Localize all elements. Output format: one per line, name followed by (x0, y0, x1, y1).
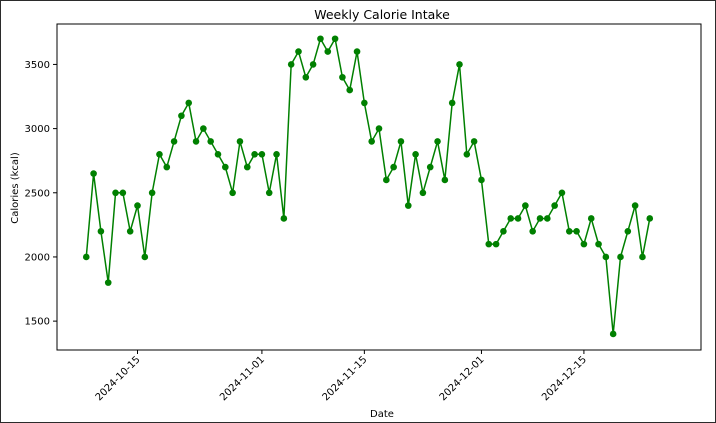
data-point (222, 163, 229, 171)
x-tick-label: 2024-10-15 (94, 354, 143, 403)
data-point (492, 240, 500, 248)
y-axis-label: Calories (kcal) (10, 152, 21, 224)
data-point (119, 189, 127, 197)
data-point (551, 202, 558, 209)
data-point (170, 138, 178, 145)
y-tick-label: 3000 (25, 124, 50, 135)
data-point (273, 150, 280, 158)
series-line (85, 38, 651, 335)
data-point (426, 163, 434, 171)
data-point (178, 112, 185, 120)
data-point (587, 215, 595, 222)
data-point (287, 61, 295, 68)
data-point (214, 150, 222, 158)
data-point (646, 215, 654, 222)
data-point (419, 189, 427, 197)
data-point (97, 227, 105, 235)
data-point (207, 138, 214, 145)
data-point (609, 330, 617, 338)
data-point (544, 215, 551, 222)
y-tick-label: 2500 (25, 188, 50, 199)
data-point (558, 189, 566, 197)
data-point (163, 163, 171, 171)
data-point (82, 253, 90, 261)
data-point (353, 48, 361, 55)
x-tick-label: 2024-12-15 (540, 354, 589, 403)
data-point (361, 99, 368, 107)
data-point (639, 253, 646, 261)
data-point (412, 150, 419, 158)
data-point (90, 170, 97, 177)
chart-title: Weekly Calorie Intake (314, 7, 450, 22)
data-point (280, 215, 288, 222)
data-point (185, 99, 193, 107)
data-point (141, 253, 149, 261)
data-point (112, 189, 119, 197)
data-point (324, 48, 332, 55)
data-point (346, 86, 354, 94)
x-axis-label: Date (370, 409, 394, 420)
y-tick-label: 2000 (25, 252, 50, 263)
data-point (383, 176, 390, 184)
x-tick-label: 2024-12-01 (438, 354, 487, 403)
data-point (134, 202, 141, 209)
y-tick-label: 1500 (25, 317, 50, 328)
data-point (404, 202, 412, 209)
data-point (317, 35, 324, 43)
data-point (595, 240, 602, 248)
data-point (397, 138, 405, 145)
x-tick-label: 2024-11-15 (321, 354, 370, 403)
data-point (617, 253, 624, 261)
data-point (104, 279, 112, 286)
data-point (580, 240, 588, 248)
data-point (624, 227, 632, 235)
data-point (331, 35, 339, 43)
data-point (390, 163, 397, 171)
data-point (463, 150, 471, 158)
data-point (485, 240, 493, 248)
data-point (573, 227, 580, 235)
data-point (265, 189, 273, 197)
data-point (243, 163, 251, 171)
x-tick-label: 2024-11-01 (218, 354, 267, 403)
data-point (295, 48, 302, 55)
data-point (478, 176, 485, 184)
data-point (368, 138, 375, 145)
data-point (448, 99, 456, 107)
data-point (631, 202, 639, 209)
data-point (602, 253, 610, 261)
data-point (536, 215, 544, 222)
data-point (565, 227, 573, 235)
data-point (229, 189, 236, 197)
data-point (251, 150, 258, 158)
data-point (514, 215, 522, 222)
data-point (309, 61, 317, 68)
data-point (339, 73, 346, 81)
data-point (500, 227, 507, 235)
data-point (375, 125, 383, 132)
data-point (456, 61, 463, 68)
data-point (148, 189, 156, 197)
data-point (529, 227, 536, 235)
data-point (470, 138, 478, 145)
data-point (258, 150, 266, 158)
data-point (126, 227, 134, 235)
data-point (441, 176, 449, 184)
data-point (156, 150, 163, 158)
data-point (434, 138, 441, 145)
plot-area-border (56, 23, 702, 351)
data-point (192, 138, 200, 145)
data-point (236, 138, 244, 145)
y-tick-label: 3500 (25, 60, 50, 71)
data-point (507, 215, 515, 222)
data-point (302, 73, 310, 81)
data-point (522, 202, 529, 209)
data-point (200, 125, 207, 132)
